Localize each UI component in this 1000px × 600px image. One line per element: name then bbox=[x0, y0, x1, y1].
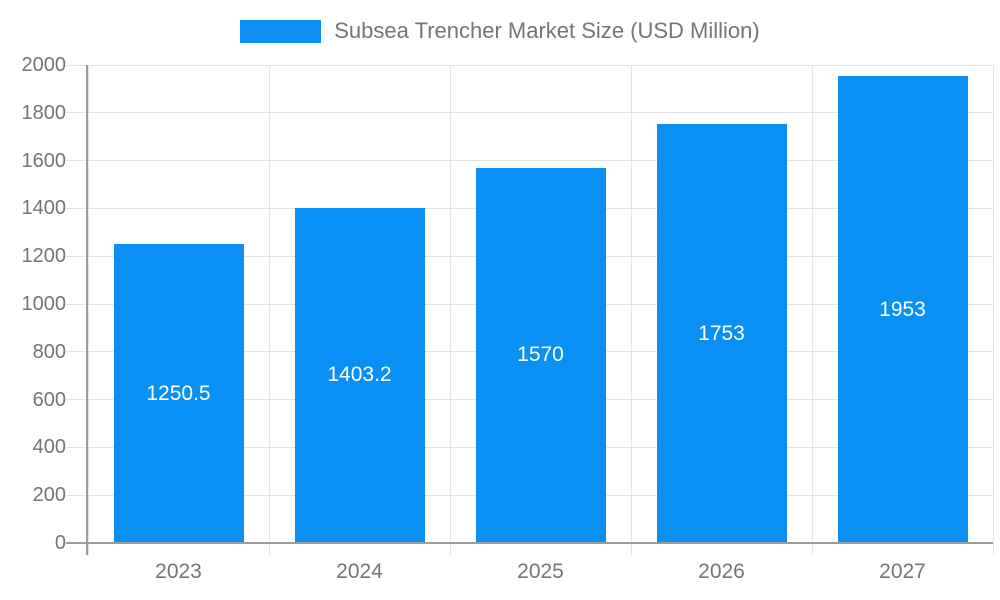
x-axis-label: 2025 bbox=[517, 560, 564, 583]
y-axis-tick bbox=[66, 446, 88, 448]
legend[interactable]: Subsea Trencher Market Size (USD Million… bbox=[0, 19, 1000, 43]
x-axis-label: 2023 bbox=[155, 560, 202, 583]
bar[interactable] bbox=[475, 167, 606, 543]
x-axis-tick bbox=[811, 543, 813, 555]
y-axis-tick bbox=[66, 399, 88, 401]
bar-value-label: 1570 bbox=[517, 343, 564, 367]
bar[interactable] bbox=[656, 124, 787, 543]
x-axis-tick bbox=[449, 543, 451, 555]
gridline-vertical bbox=[87, 65, 89, 543]
gridline-vertical bbox=[811, 65, 813, 543]
y-axis-tick bbox=[66, 494, 88, 496]
gridline-vertical bbox=[630, 65, 632, 543]
y-axis-label: 1800 bbox=[21, 101, 67, 124]
x-axis-tick bbox=[87, 543, 89, 555]
bar-value-label: 1753 bbox=[698, 321, 745, 345]
bar-value-label: 1250.5 bbox=[146, 381, 211, 405]
y-axis-tick bbox=[66, 351, 88, 353]
y-axis-label: 1200 bbox=[21, 245, 67, 268]
y-axis-tick bbox=[66, 64, 88, 66]
x-axis-tick bbox=[630, 543, 632, 555]
y-axis-label: 1000 bbox=[21, 293, 67, 315]
y-axis-label: 2000 bbox=[21, 54, 67, 76]
x-axis-label: 2027 bbox=[879, 560, 926, 583]
y-axis-label: 800 bbox=[32, 340, 66, 363]
bar[interactable] bbox=[837, 76, 968, 543]
bar-value-label: 1953 bbox=[879, 297, 926, 321]
y-axis-label: 600 bbox=[32, 388, 66, 411]
x-axis-tick bbox=[992, 543, 994, 555]
bar[interactable] bbox=[113, 244, 244, 543]
y-axis-tick bbox=[66, 207, 88, 209]
plot-area: 0 200 400 600 800 1000 1200 1400 1600 1800 2000 125… bbox=[22, 54, 994, 583]
y-axis-tick bbox=[66, 160, 88, 162]
gridline-vertical bbox=[992, 65, 994, 543]
y-axis-tick bbox=[66, 112, 88, 114]
x-axis-label: 2024 bbox=[336, 560, 383, 583]
x-axis-label: 2026 bbox=[698, 560, 745, 583]
y-axis-label: 200 bbox=[32, 484, 66, 507]
y-axis-label: 400 bbox=[32, 436, 66, 459]
y-axis-tick bbox=[66, 255, 88, 257]
bar-value-label: 1403.2 bbox=[327, 363, 392, 387]
gridline-horizontal bbox=[88, 64, 993, 66]
gridline-vertical bbox=[268, 65, 270, 543]
y-axis-tick bbox=[66, 303, 88, 305]
y-axis-label: 0 bbox=[54, 532, 66, 554]
gridline-horizontal bbox=[88, 112, 993, 114]
legend-label: Subsea Trencher Market Size (USD Million… bbox=[334, 18, 760, 43]
bar[interactable] bbox=[294, 207, 425, 543]
y-axis-label: 1400 bbox=[21, 197, 67, 220]
x-axis-tick bbox=[268, 543, 270, 555]
y-axis-line bbox=[86, 65, 88, 555]
gridline-vertical bbox=[449, 65, 451, 543]
x-axis-line bbox=[66, 542, 993, 544]
y-axis-label: 1600 bbox=[21, 149, 67, 172]
legend-swatch bbox=[240, 19, 322, 43]
gridline-horizontal bbox=[88, 160, 993, 162]
